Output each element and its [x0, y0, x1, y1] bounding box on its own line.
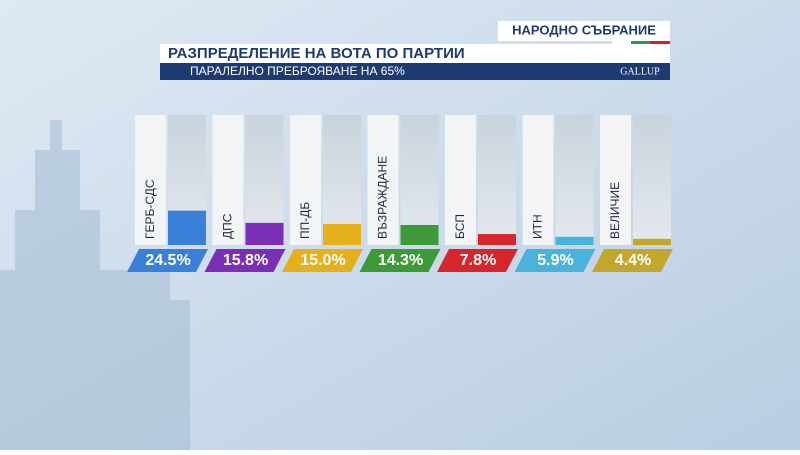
bar: [633, 238, 671, 245]
label-panel: [135, 115, 166, 245]
institution: НАРОДНО СЪБРАНИЕ: [512, 22, 656, 37]
value-label: 15.0%: [300, 252, 345, 269]
bar-panel: [400, 115, 439, 245]
value-plate: [282, 249, 363, 272]
value-plate: [359, 249, 441, 272]
bar: [323, 224, 361, 245]
logo: GALLUP: [620, 66, 660, 77]
label-panel: [290, 115, 321, 245]
chart-subtitle: ПАРАЛЕЛНО ПРЕБРОЯВАНЕ НА 65%: [190, 64, 405, 78]
category-label: ДПС: [221, 213, 235, 239]
category-label: ВЕЛИЧИЕ: [608, 182, 622, 239]
flag-red: [650, 41, 670, 44]
label-panel: [445, 115, 476, 245]
category-label: ИТН: [531, 214, 545, 239]
value-plate: [592, 249, 673, 272]
value-label: 5.9%: [537, 252, 573, 269]
bar-panel: [323, 115, 361, 245]
bar: [245, 222, 284, 245]
bar-panel: [633, 115, 671, 245]
label-panel: [600, 115, 631, 245]
value-plate: [204, 249, 286, 272]
value-plate: [437, 249, 518, 272]
label-panel: [367, 115, 399, 245]
category-label: ВЪЗРАЖДАНЕ: [376, 156, 390, 239]
value-plate: [127, 249, 208, 272]
bar-panel: [555, 115, 594, 245]
category-label: ГЕРБ-СДС: [143, 179, 157, 239]
value-label: 4.4%: [615, 252, 651, 269]
flag-white: [612, 41, 631, 44]
building-silhouette: [0, 120, 190, 450]
bar: [168, 210, 206, 245]
category-label: ПП-ДБ: [298, 202, 312, 239]
value-label: 14.3%: [378, 252, 423, 269]
value-label: 7.8%: [460, 252, 496, 269]
bar: [400, 224, 439, 245]
category-label: БСП: [453, 214, 467, 239]
bar: [478, 234, 516, 245]
bar-panel: [478, 115, 516, 245]
bar: [555, 236, 594, 245]
subtitle-box: [160, 63, 670, 80]
label-panel: [522, 115, 554, 245]
value-label: 15.8%: [223, 252, 268, 269]
label-panel: [212, 115, 244, 245]
flag-green: [631, 41, 650, 44]
institution-box: [498, 21, 670, 41]
value-plate: [514, 249, 596, 272]
chart-title: РАЗПРЕДЕЛЕНИЕ НА ВОТА ПО ПАРТИИ: [168, 45, 465, 62]
value-label: 24.5%: [145, 252, 190, 269]
title-box: [160, 44, 670, 63]
bars: ГЕРБ-СДС 24.5% ДПС 15.8% ПП-ДБ 15.0% ВЪЗРАЖДАН…: [127, 115, 673, 272]
